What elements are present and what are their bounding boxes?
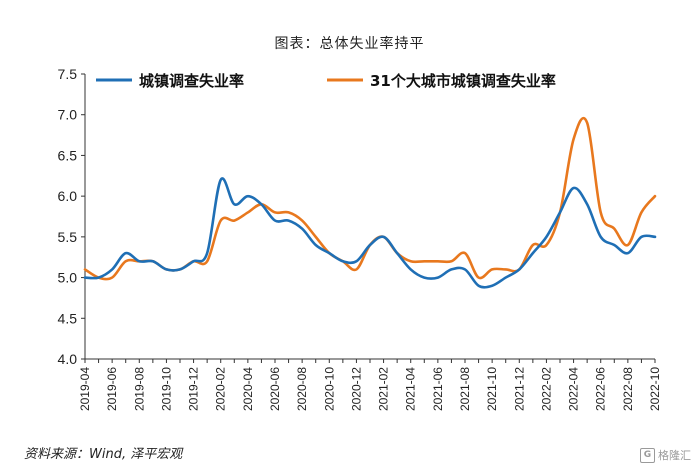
x-tick-label: 2022-10: [648, 367, 662, 411]
x-tick-label: 2020-04: [241, 367, 255, 411]
x-tick-label: 2020-02: [214, 367, 228, 411]
x-tick-label: 2022-04: [567, 367, 581, 411]
x-tick-label: 2021-08: [458, 367, 472, 411]
x-tick-label: 2019-12: [187, 367, 201, 411]
chart-title: 图表：总体失业率持平: [274, 36, 425, 52]
watermark-logo-icon: G: [640, 447, 655, 463]
x-tick-label: 2021-06: [431, 367, 445, 411]
x-tick-label: 2021-02: [377, 367, 391, 411]
watermark: G 格隆汇: [640, 447, 691, 463]
y-tick-label: 5.5: [58, 229, 78, 245]
x-tick-label: 2019-06: [105, 367, 119, 411]
x-tick-label: 2020-08: [295, 367, 309, 411]
chart-series: [83, 116, 657, 289]
source-note: 资料来源：Wind, 泽平宏观: [24, 447, 183, 462]
y-tick-label: 7.0: [58, 107, 78, 123]
chart-legend: 城镇调查失业率 31个大城市城镇调查失业率: [96, 72, 556, 90]
x-tick-label: 2019-08: [132, 367, 146, 411]
x-tick-label: 2019-10: [159, 367, 173, 411]
x-tick-label: 2020-10: [322, 367, 336, 411]
x-tick-label: 2021-04: [404, 367, 418, 411]
legend-item-urban-unemployment: 城镇调查失业率: [96, 72, 244, 90]
chart-axes: 4.0 4.5 5.0 5.5 6.0 6.5 7.0 7.5 2019-04 2019-06 20…: [58, 66, 662, 411]
y-tick-label: 6.0: [58, 188, 78, 204]
x-tick-label: 2022-08: [621, 367, 635, 411]
x-tick-label: 2019-04: [78, 367, 92, 411]
x-tick-label: 2020-12: [349, 367, 363, 411]
y-tick-label: 5.0: [58, 270, 78, 286]
x-tick-label: 2022-02: [539, 367, 553, 411]
watermark-text: 格隆汇: [658, 449, 691, 462]
series-line-urban-unemployment: [83, 177, 657, 289]
y-tick-label: 4.0: [58, 351, 78, 367]
x-tick-label: 2021-12: [512, 367, 526, 411]
x-tick-label: 2020-06: [268, 367, 282, 411]
y-tick-label: 4.5: [58, 310, 78, 326]
y-tick-label: 6.5: [58, 147, 78, 163]
y-tick-label: 7.5: [58, 66, 78, 82]
x-tick-label: 2021-10: [485, 367, 499, 411]
x-tick-label: 2022-06: [594, 367, 608, 411]
legend-item-31-cities-unemployment: 31个大城市城镇调查失业率: [327, 72, 556, 90]
legend-label: 31个大城市城镇调查失业率: [370, 72, 556, 90]
series-line-31-cities-unemployment: [83, 116, 657, 281]
legend-label: 城镇调查失业率: [139, 72, 244, 90]
